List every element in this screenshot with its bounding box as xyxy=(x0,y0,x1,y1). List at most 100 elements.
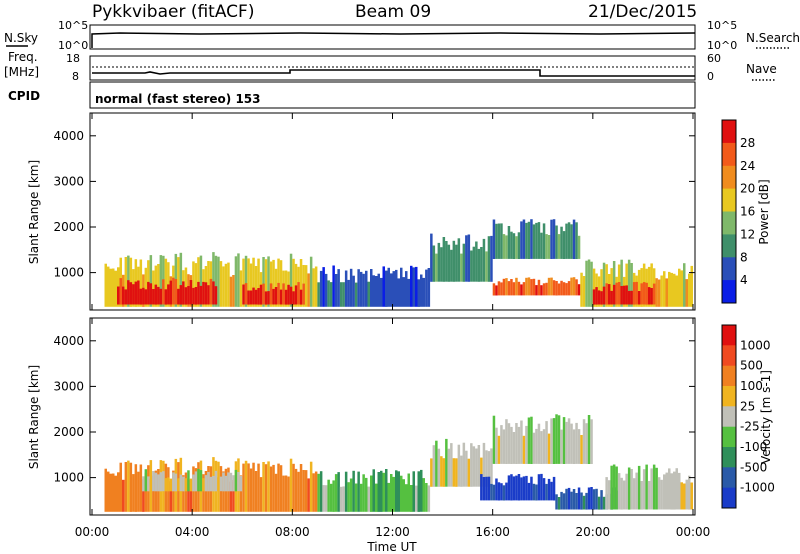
power-cell xyxy=(182,281,185,305)
power-cell xyxy=(244,255,248,307)
ytick-label: 3000 xyxy=(53,174,84,188)
velocity-cell xyxy=(600,490,603,510)
power-cell xyxy=(547,235,551,259)
velocity-cell xyxy=(490,448,493,487)
power-cell xyxy=(339,282,343,307)
power-cell xyxy=(527,221,531,259)
colorbar-tick-label: 24 xyxy=(740,159,755,173)
velocity-cell xyxy=(227,472,230,492)
power-cell xyxy=(600,291,603,305)
velocity-cell xyxy=(272,464,275,512)
power-cell xyxy=(663,271,666,307)
power-cell xyxy=(392,271,395,307)
power-cell xyxy=(485,251,488,282)
velocity-cell xyxy=(174,473,178,492)
power-cell xyxy=(202,281,205,305)
velocity-cell xyxy=(437,448,441,487)
power-cell xyxy=(279,289,283,305)
power-cell xyxy=(582,276,586,307)
power-cell xyxy=(239,270,243,307)
velocity-cell xyxy=(224,475,228,492)
power-cell xyxy=(537,279,541,296)
velocity-cell xyxy=(139,464,143,512)
velocity-cell xyxy=(417,471,420,512)
power-cell xyxy=(207,261,210,307)
velocity-cell xyxy=(668,468,671,510)
colorbar-swatch xyxy=(722,426,736,448)
velocity-cell xyxy=(587,487,591,510)
velocity-cell xyxy=(673,471,676,510)
velocity-cell xyxy=(555,494,558,510)
power-cell xyxy=(249,263,253,307)
velocity-cell xyxy=(132,474,135,512)
velocity-cell xyxy=(570,491,573,510)
power-cell xyxy=(380,277,383,307)
velocity-cell xyxy=(512,432,516,464)
power-cell xyxy=(252,257,255,307)
power-cell xyxy=(570,277,573,296)
power-cell xyxy=(565,223,568,259)
velocity-cell xyxy=(259,477,263,512)
colorbar-swatch xyxy=(722,386,736,407)
velocity-cell xyxy=(422,478,425,512)
colorbar-tick-label: -500 xyxy=(740,460,767,474)
velocity-cell xyxy=(678,472,681,510)
power-cell xyxy=(673,273,676,307)
power-cell xyxy=(282,283,285,305)
power-cell xyxy=(322,267,325,307)
power-cell xyxy=(149,283,153,305)
velocity-cell xyxy=(147,476,150,492)
velocity-cell xyxy=(452,458,456,487)
velocity-cell xyxy=(377,472,380,512)
power-cell xyxy=(137,280,140,305)
power-cell xyxy=(515,277,518,296)
power-cell xyxy=(124,289,128,305)
velocity-cell xyxy=(690,482,693,510)
velocity-cell xyxy=(572,429,576,464)
power-cell xyxy=(109,268,112,307)
velocity-cell xyxy=(688,475,691,510)
power-cell xyxy=(527,277,531,296)
colorbar-tick-label: -25 xyxy=(740,420,760,434)
power-cell xyxy=(575,279,578,296)
velocity-cell xyxy=(502,429,506,464)
power-cell xyxy=(447,244,451,282)
velocity-cell xyxy=(580,492,583,510)
power-cell xyxy=(610,268,613,307)
velocity-cell xyxy=(242,463,245,512)
velocity-cell xyxy=(302,470,305,512)
power-cell xyxy=(507,281,511,296)
velocity-cell xyxy=(122,479,125,512)
xtick-label: 12:00 xyxy=(375,525,410,539)
velocity-cell xyxy=(222,472,225,492)
power-cell xyxy=(650,263,653,307)
power-cell xyxy=(337,269,340,307)
velocity-cell xyxy=(635,472,638,510)
power-cell xyxy=(657,279,661,307)
power-cell xyxy=(495,223,498,259)
power-cell xyxy=(600,269,603,307)
velocity-cell xyxy=(194,471,198,492)
power-cell xyxy=(622,285,626,305)
velocity-cell xyxy=(490,483,493,501)
power-cell xyxy=(382,266,385,307)
velocity-cell xyxy=(620,477,623,510)
velocity-cell xyxy=(420,469,423,512)
velocity-cell xyxy=(492,415,496,464)
power-cell xyxy=(500,223,503,259)
velocity-cell xyxy=(357,471,360,512)
power-cell xyxy=(497,223,501,259)
power-cell xyxy=(472,246,476,282)
power-cell xyxy=(625,285,628,305)
nsearch-axis-bottom: 10^0 xyxy=(707,39,737,52)
velocity-cell xyxy=(527,482,531,501)
power-cell xyxy=(405,271,408,307)
power-cell xyxy=(407,278,410,307)
velocity-cell xyxy=(179,474,183,492)
velocity-cell xyxy=(149,478,153,492)
velocity-cell xyxy=(342,486,345,512)
velocity-cell xyxy=(617,473,621,510)
power-cell xyxy=(395,269,398,307)
velocity-cell xyxy=(525,475,528,501)
